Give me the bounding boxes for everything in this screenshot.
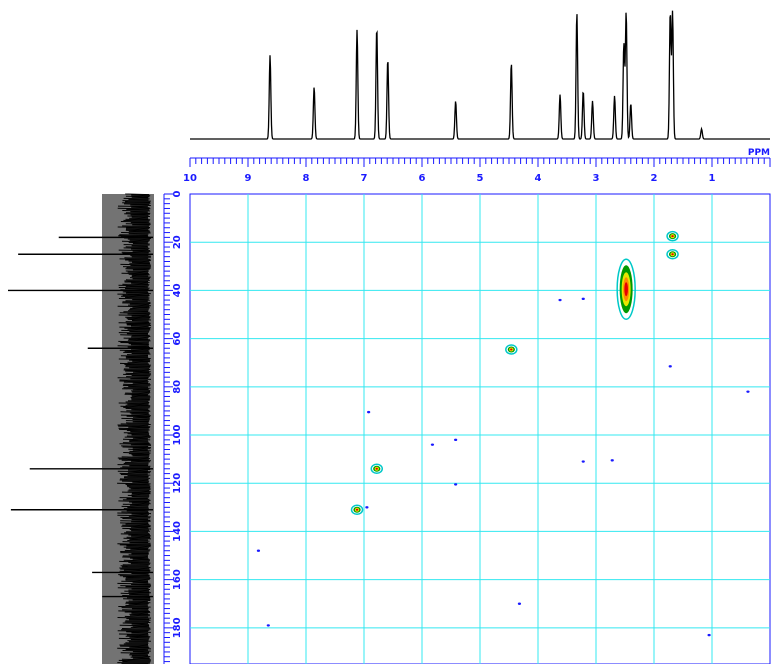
y-tick-label: 40 [172, 283, 183, 297]
cross-peak [616, 258, 636, 320]
grid [190, 194, 770, 664]
plot-area [189, 193, 771, 664]
cross-peak [370, 463, 384, 475]
y-tick-label: 20 [172, 235, 183, 249]
proton-1d-spectrum [190, 10, 770, 140]
cross-peak [746, 390, 750, 393]
cross-peak [668, 365, 672, 368]
x-tick-label: 4 [535, 173, 542, 184]
x-tick-label: 8 [303, 173, 310, 184]
cross-peak [707, 633, 711, 637]
carbon-1d-spectrum [8, 193, 154, 664]
cross-peak [454, 438, 458, 442]
y-tick-label: 0 [172, 190, 183, 197]
y-tick-label: 140 [172, 521, 183, 542]
cross-peak [266, 624, 270, 627]
x-tick-label: 5 [477, 173, 484, 184]
y-tick-label: 80 [172, 380, 183, 394]
cross-peak [365, 506, 369, 509]
x-tick-label: 3 [593, 173, 600, 184]
y-tick-label: 100 [172, 425, 183, 446]
cross-peak [666, 230, 679, 242]
cross-peak [610, 459, 614, 462]
cross-peak [350, 504, 364, 515]
y-tick-label: 120 [172, 473, 183, 494]
cross-peak [454, 483, 458, 486]
x-axis-unit-label: PPM [748, 148, 770, 158]
cross-peak [430, 443, 435, 446]
cross-peak [517, 602, 522, 605]
x-tick-label: 6 [419, 173, 426, 184]
cross-peaks [256, 230, 750, 637]
x-tick-label: 10 [183, 173, 197, 184]
cross-peak [666, 249, 679, 260]
cross-peak [367, 410, 371, 414]
cross-peak [581, 297, 585, 301]
x-tick-label: 1 [709, 173, 716, 184]
cross-peak [256, 549, 261, 552]
cross-peak [558, 298, 562, 302]
proton-trace [190, 10, 770, 140]
cross-peak [581, 460, 585, 463]
x-axis: 10 9 8 7 6 5 4 3 2 1 [183, 157, 771, 184]
x-tick-label: 9 [245, 173, 252, 184]
y-tick-label: 180 [172, 617, 183, 638]
x-tick-label: 7 [361, 173, 368, 184]
y-tick-label: 60 [172, 332, 183, 346]
y-axis: 0 20 40 60 80 100 120 140 160 180 [163, 190, 183, 664]
y-tick-label: 160 [172, 569, 183, 590]
x-tick-label: 2 [651, 173, 658, 184]
carbon-noise-band [102, 194, 154, 664]
cross-peak [505, 344, 518, 355]
